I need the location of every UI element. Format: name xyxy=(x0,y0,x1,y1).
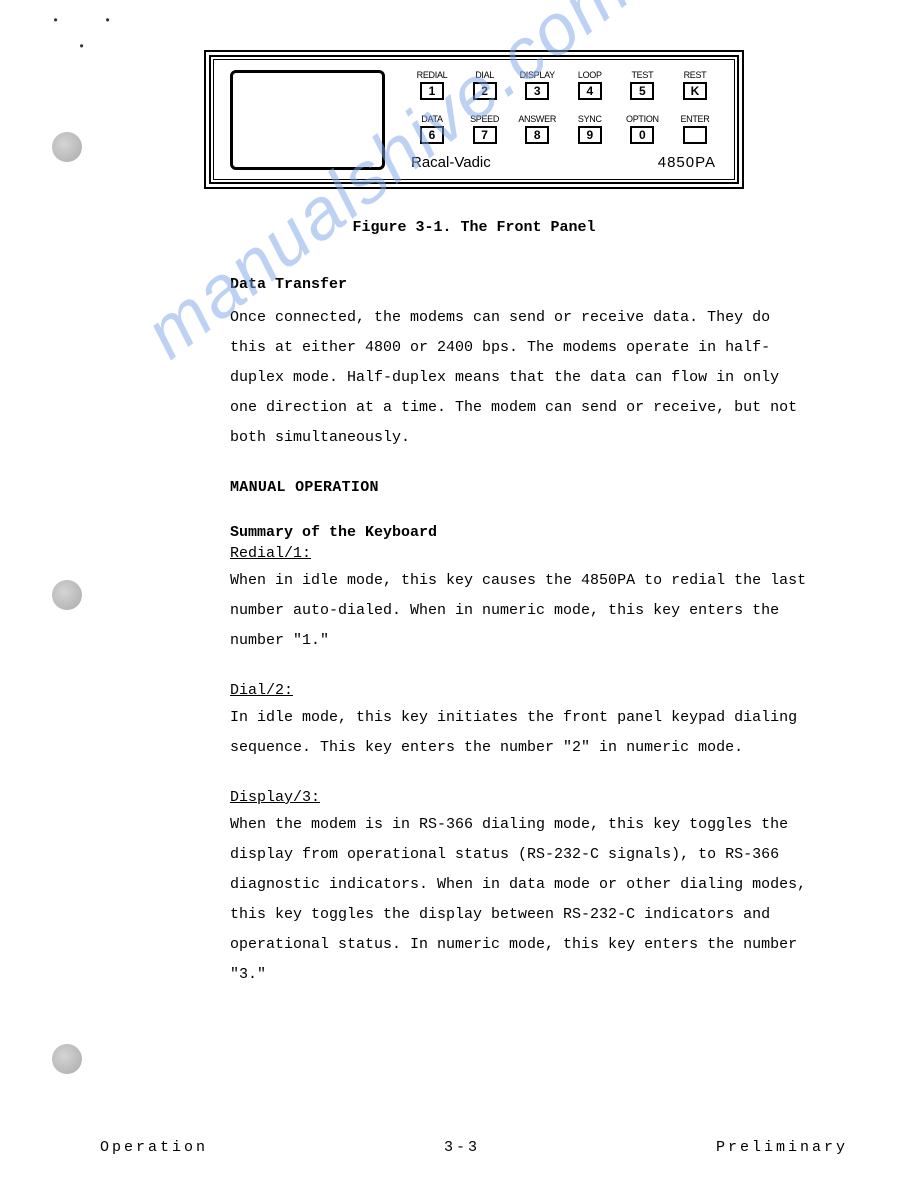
keypad-key: SYNC 9 xyxy=(567,114,613,144)
key-button: 8 xyxy=(525,126,549,144)
keypad-key: ENTER xyxy=(672,114,718,144)
keypad-key: TEST 5 xyxy=(619,70,665,100)
key-label: DISPLAY xyxy=(520,70,555,80)
keypad-row-2: DATA 6 SPEED 7 ANSWER 8 SYNC 9 OPTION 0 ENTER xyxy=(409,114,718,144)
key-label: ENTER xyxy=(680,114,709,124)
panel-display xyxy=(230,70,385,170)
key-label: DATA xyxy=(421,114,442,124)
model-text: 4850PA xyxy=(658,154,716,171)
key-button: 1 xyxy=(420,82,444,100)
para-data-transfer: Once connected, the modems can send or r… xyxy=(230,303,808,453)
panel-keypad: REDIAL 1 DIAL 2 DISPLAY 3 LOOP 4 TEST 5 REST K DATA… xyxy=(409,70,718,171)
keypad-row-1: REDIAL 1 DIAL 2 DISPLAY 3 LOOP 4 TEST 5 REST K xyxy=(409,70,718,100)
key-button: 5 xyxy=(630,82,654,100)
key-head-redial: Redial/1: xyxy=(230,545,808,562)
keypad-key: DISPLAY 3 xyxy=(514,70,560,100)
footer-right: Preliminary xyxy=(716,1139,848,1156)
key-head-dial: Dial/2: xyxy=(230,682,808,699)
key-label: REST xyxy=(684,70,707,80)
footer-center: 3-3 xyxy=(444,1139,480,1156)
panel-bezel-inner: REDIAL 1 DIAL 2 DISPLAY 3 LOOP 4 TEST 5 REST K DATA… xyxy=(213,59,735,180)
panel-bezel-outer: REDIAL 1 DIAL 2 DISPLAY 3 LOOP 4 TEST 5 REST K DATA… xyxy=(204,50,744,189)
key-button: K xyxy=(683,82,707,100)
key-button: 3 xyxy=(525,82,549,100)
front-panel-figure: REDIAL 1 DIAL 2 DISPLAY 3 LOOP 4 TEST 5 REST K DATA… xyxy=(100,50,848,189)
heading-data-transfer: Data Transfer xyxy=(230,276,808,293)
panel-bezel-mid: REDIAL 1 DIAL 2 DISPLAY 3 LOOP 4 TEST 5 REST K DATA… xyxy=(209,55,739,184)
body-section: Data Transfer Once connected, the modems… xyxy=(230,276,808,990)
key-label: SPEED xyxy=(470,114,499,124)
keypad-key: REDIAL 1 xyxy=(409,70,455,100)
key-label: TEST xyxy=(631,70,653,80)
heading-manual-operation: MANUAL OPERATION xyxy=(230,479,808,496)
keypad-key: DIAL 2 xyxy=(462,70,508,100)
key-button: 4 xyxy=(578,82,602,100)
keypad-key: ANSWER 8 xyxy=(514,114,560,144)
key-label: SYNC xyxy=(578,114,602,124)
figure-caption: Figure 3-1. The Front Panel xyxy=(100,219,848,236)
key-label: OPTION xyxy=(626,114,659,124)
footer-left: Operation xyxy=(100,1139,208,1156)
key-label: LOOP xyxy=(578,70,602,80)
key-label: REDIAL xyxy=(417,70,448,80)
keypad-key: REST K xyxy=(672,70,718,100)
key-head-display: Display/3: xyxy=(230,789,808,806)
keypad-key: LOOP 4 xyxy=(567,70,613,100)
key-button: 0 xyxy=(630,126,654,144)
key-label: ANSWER xyxy=(518,114,556,124)
key-button xyxy=(683,126,707,144)
brand-row: Racal-Vadic 4850PA xyxy=(409,154,718,171)
keypad-key: OPTION 0 xyxy=(619,114,665,144)
para-dial: In idle mode, this key initiates the fro… xyxy=(230,703,808,763)
key-button: 7 xyxy=(473,126,497,144)
keypad-key: SPEED 7 xyxy=(462,114,508,144)
heading-summary-keyboard: Summary of the Keyboard xyxy=(230,524,808,541)
key-label: DIAL xyxy=(475,70,494,80)
keypad-key: DATA 6 xyxy=(409,114,455,144)
brand-text: Racal-Vadic xyxy=(411,154,491,171)
key-button: 6 xyxy=(420,126,444,144)
key-button: 9 xyxy=(578,126,602,144)
page-footer: Operation 3-3 Preliminary xyxy=(100,1139,848,1156)
para-redial: When in idle mode, this key causes the 4… xyxy=(230,566,808,656)
page: manualshive.com REDIAL1DIAL2DISPLAY3LOOP… xyxy=(0,0,918,1188)
para-display: When the modem is in RS-366 dialing mode… xyxy=(230,810,808,990)
key-button: 2 xyxy=(473,82,497,100)
